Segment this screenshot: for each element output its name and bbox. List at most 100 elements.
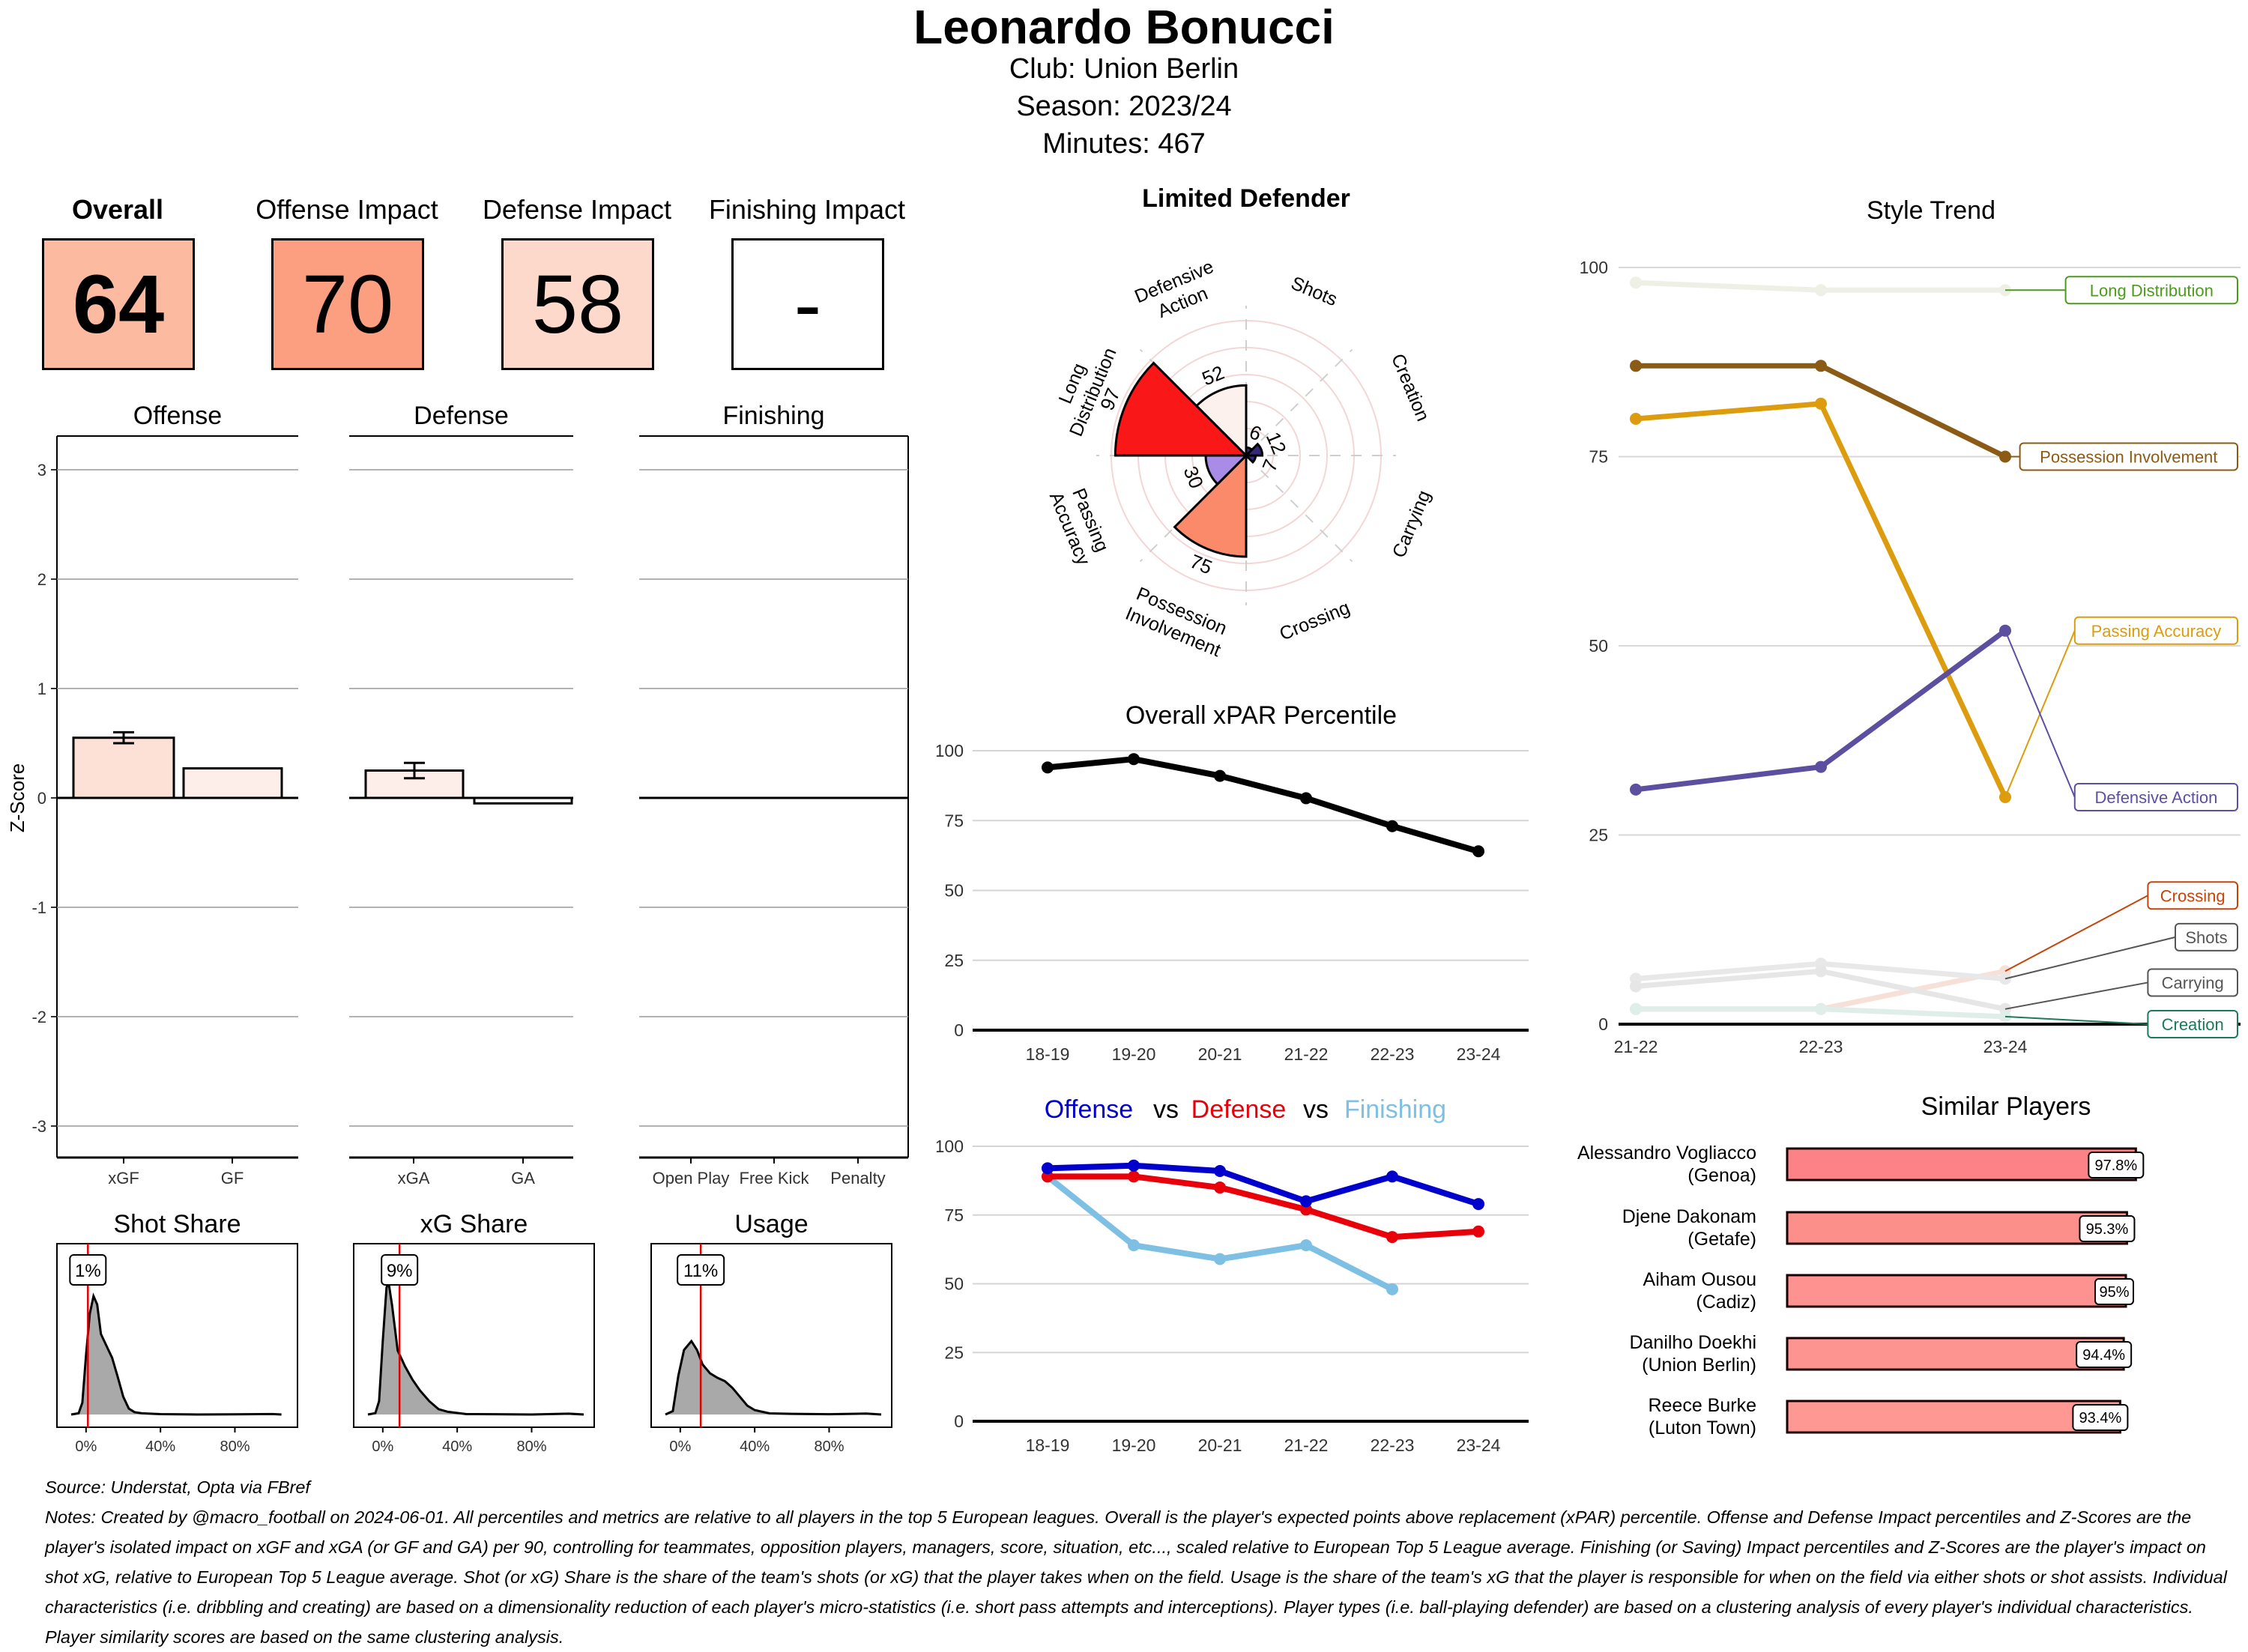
impact-card-label: Offense Impact bbox=[256, 194, 438, 225]
y-tick-label: 25 bbox=[944, 1343, 964, 1362]
radar-wedge bbox=[1114, 361, 1249, 457]
footer-notes: Source: Understat, Opta via FBref Notes:… bbox=[45, 1472, 2233, 1652]
similar-player-name: Reece Burke bbox=[1648, 1395, 1756, 1416]
similar-player-name: (Union Berlin) bbox=[1642, 1355, 1756, 1376]
series-point bbox=[1300, 792, 1312, 805]
radar-category-line: Crossing bbox=[1277, 597, 1353, 645]
density-line bbox=[665, 1339, 882, 1416]
player-value-label-box bbox=[677, 1254, 725, 1286]
y-tick-label: 100 bbox=[1580, 258, 1608, 277]
series-point bbox=[1128, 1170, 1140, 1183]
style-label-box bbox=[2064, 276, 2239, 305]
style-label-box bbox=[2147, 1010, 2238, 1038]
player-value-label: 9% bbox=[387, 1261, 413, 1281]
source-text: Source: Understat, Opta via FBref bbox=[45, 1477, 310, 1497]
series-point bbox=[1042, 761, 1054, 774]
x-tick-label: 80% bbox=[220, 1438, 250, 1455]
season-line: Season: 2023/24 bbox=[1016, 91, 1232, 122]
radar-spoke bbox=[1245, 455, 1353, 563]
similar-player-name: Aiham Ousou bbox=[1643, 1269, 1756, 1290]
similar-player-name: (Cadiz) bbox=[1696, 1292, 1756, 1313]
x-tick-label: 18-19 bbox=[1026, 1044, 1070, 1064]
density-frame bbox=[650, 1243, 892, 1428]
ovd-title-part: vs bbox=[1303, 1095, 1329, 1124]
density-area bbox=[665, 1341, 881, 1415]
radar-category-label: Shots bbox=[1288, 273, 1341, 310]
x-tick-label: 0% bbox=[372, 1438, 393, 1455]
similarity-label: 97.8% bbox=[2094, 1158, 2137, 1174]
xpar-title: Overall xPAR Percentile bbox=[1125, 701, 1397, 730]
series-point bbox=[1386, 1231, 1398, 1244]
y-tick-label: 25 bbox=[944, 951, 964, 970]
z-bar bbox=[182, 767, 283, 799]
style-label-connector bbox=[2004, 936, 2176, 980]
style-series-label: Passing Accuracy bbox=[2091, 622, 2222, 641]
x-tick-label: 23-24 bbox=[1983, 1037, 2028, 1056]
density-title: Shot Share bbox=[113, 1210, 241, 1238]
y-tick-label: 0 bbox=[1598, 1014, 1608, 1034]
series-point bbox=[1214, 1165, 1226, 1178]
radar-value-label: 75 bbox=[1187, 550, 1215, 579]
style-label-connector bbox=[2004, 981, 2148, 1010]
similar-players-chart: Similar Players Alessandro Vogliacco(Geno… bbox=[1577, 1092, 2145, 1438]
series-point bbox=[1042, 1170, 1054, 1183]
y-tick-label: 1 bbox=[37, 680, 46, 698]
y-tick-label: 75 bbox=[944, 1205, 964, 1225]
x-tick-label: 40% bbox=[442, 1438, 472, 1455]
impact-card-value: - bbox=[731, 238, 884, 370]
density-frame bbox=[56, 1243, 298, 1428]
density-line bbox=[70, 1292, 282, 1416]
similarity-label-box bbox=[2076, 1341, 2133, 1368]
density-title: Usage bbox=[734, 1210, 808, 1238]
radar-value-label: 30 bbox=[1179, 463, 1208, 491]
share-density-charts: Shot Share 1% 0% 40% 80% xG Share 9% 0% 40% 80% Us… bbox=[56, 1210, 892, 1455]
density-area bbox=[70, 1296, 282, 1415]
offense-defense-finishing-chart: 0 25 50 75 100 18-19 19-20 20-21 21-22 22-23 23-24… bbox=[937, 1095, 1529, 1453]
density-frame bbox=[353, 1243, 595, 1428]
radar-title: Limited Defender bbox=[1142, 184, 1350, 213]
radar-value-label: 6 bbox=[1246, 420, 1265, 445]
radar-spoke bbox=[1245, 348, 1353, 456]
y-tick-label: -1 bbox=[31, 898, 46, 917]
density-line bbox=[367, 1280, 584, 1416]
style-series-point bbox=[1815, 360, 1827, 372]
radar-value-label: 12 bbox=[1262, 429, 1291, 457]
radar-category-label: Crossing bbox=[1277, 597, 1353, 645]
style-series-point bbox=[1815, 1002, 1827, 1015]
impact-card-value: 58 bbox=[501, 238, 654, 370]
style-series-point bbox=[1630, 413, 1642, 425]
style-label-connector bbox=[2004, 895, 2148, 972]
series-point bbox=[1300, 1239, 1312, 1252]
y-axis-label: Z-Score bbox=[6, 763, 28, 832]
series-point bbox=[1128, 1159, 1140, 1172]
series-point bbox=[1300, 1195, 1312, 1208]
similarity-bar bbox=[1786, 1274, 2127, 1308]
y-tick-label: 100 bbox=[937, 741, 964, 760]
player-value-label-box bbox=[69, 1254, 107, 1286]
radar-wedge bbox=[1173, 453, 1248, 558]
x-tick-label: 23-24 bbox=[1457, 1044, 1501, 1064]
radar-category-label: PossessionInvolvement bbox=[1123, 582, 1233, 661]
x-tick-label: 0% bbox=[75, 1438, 97, 1455]
radar-wedge bbox=[1194, 384, 1248, 459]
style-label-box bbox=[2175, 922, 2238, 951]
series-point bbox=[1214, 769, 1226, 782]
series-line bbox=[1048, 1173, 1479, 1241]
series-line bbox=[1047, 756, 1480, 855]
xpar-line-chart: 0 25 50 75 100 18-19 19-20 20-21 21-22 22-23 23-24… bbox=[937, 701, 1529, 1064]
x-tick-label: GF bbox=[221, 1169, 244, 1187]
x-tick-label: 22-23 bbox=[1371, 1044, 1415, 1064]
similarity-bar bbox=[1786, 1211, 2128, 1245]
y-tick-label: 3 bbox=[37, 461, 46, 479]
facet-title: Finishing bbox=[722, 402, 824, 430]
style-label-box bbox=[2147, 968, 2238, 997]
similarity-label-box bbox=[2094, 1278, 2135, 1305]
impact-card-value: 64 bbox=[42, 238, 195, 370]
player-name: Leonardo Bonucci bbox=[913, 0, 1335, 54]
facet-title: Offense bbox=[133, 402, 222, 430]
facet-title: Defense bbox=[414, 402, 509, 430]
radar-wedge bbox=[1243, 454, 1257, 465]
player-type-radar: Limited Defender526127753097DefensiveAct… bbox=[1045, 184, 1435, 661]
style-series-point bbox=[1815, 284, 1827, 297]
y-tick-label: 25 bbox=[1589, 826, 1608, 845]
